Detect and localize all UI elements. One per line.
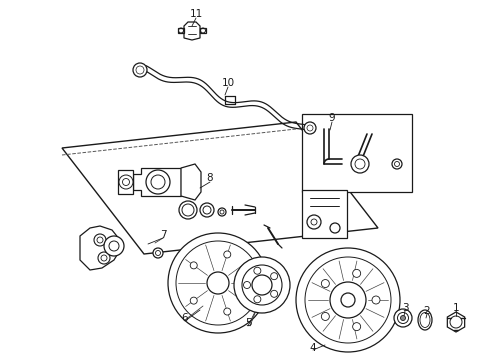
Circle shape [224, 308, 231, 315]
Text: 4: 4 [310, 343, 317, 353]
Circle shape [353, 269, 361, 277]
Text: 8: 8 [207, 173, 213, 183]
Circle shape [244, 282, 250, 288]
Text: 1: 1 [453, 303, 459, 313]
Circle shape [321, 312, 329, 320]
Circle shape [296, 248, 400, 352]
Circle shape [353, 323, 361, 330]
Circle shape [234, 257, 290, 313]
Bar [302, 114, 412, 192]
Circle shape [190, 297, 197, 304]
Text: 7: 7 [160, 230, 166, 240]
Text: 5: 5 [245, 318, 251, 328]
Circle shape [119, 175, 133, 189]
Circle shape [321, 280, 329, 288]
Circle shape [254, 267, 261, 274]
Circle shape [153, 248, 163, 258]
Circle shape [146, 170, 170, 194]
Circle shape [394, 309, 412, 327]
Polygon shape [80, 226, 120, 270]
Circle shape [254, 296, 261, 303]
Ellipse shape [420, 312, 430, 328]
Polygon shape [133, 168, 181, 196]
Text: 3: 3 [402, 303, 408, 313]
Circle shape [94, 234, 106, 246]
Text: 2: 2 [424, 306, 430, 316]
Circle shape [270, 290, 278, 297]
Circle shape [168, 233, 268, 333]
Text: 9: 9 [329, 113, 335, 123]
Polygon shape [181, 164, 201, 200]
Text: 11: 11 [189, 9, 203, 19]
Circle shape [104, 236, 124, 256]
Polygon shape [447, 312, 465, 332]
Circle shape [330, 282, 366, 318]
Circle shape [98, 252, 110, 264]
Polygon shape [118, 170, 133, 194]
Circle shape [341, 293, 355, 307]
Circle shape [400, 315, 406, 320]
Circle shape [351, 155, 369, 173]
Circle shape [245, 279, 251, 287]
Ellipse shape [418, 310, 432, 330]
Text: 10: 10 [221, 78, 235, 88]
Circle shape [200, 203, 214, 217]
Text: 6: 6 [182, 313, 188, 323]
Circle shape [304, 122, 316, 134]
Circle shape [307, 215, 321, 229]
Circle shape [270, 273, 278, 280]
Circle shape [372, 296, 380, 304]
Circle shape [179, 201, 197, 219]
Circle shape [218, 208, 226, 216]
Circle shape [224, 251, 231, 258]
Circle shape [392, 159, 402, 169]
Circle shape [330, 223, 340, 233]
Circle shape [190, 262, 197, 269]
Polygon shape [302, 190, 347, 238]
Circle shape [133, 63, 147, 77]
